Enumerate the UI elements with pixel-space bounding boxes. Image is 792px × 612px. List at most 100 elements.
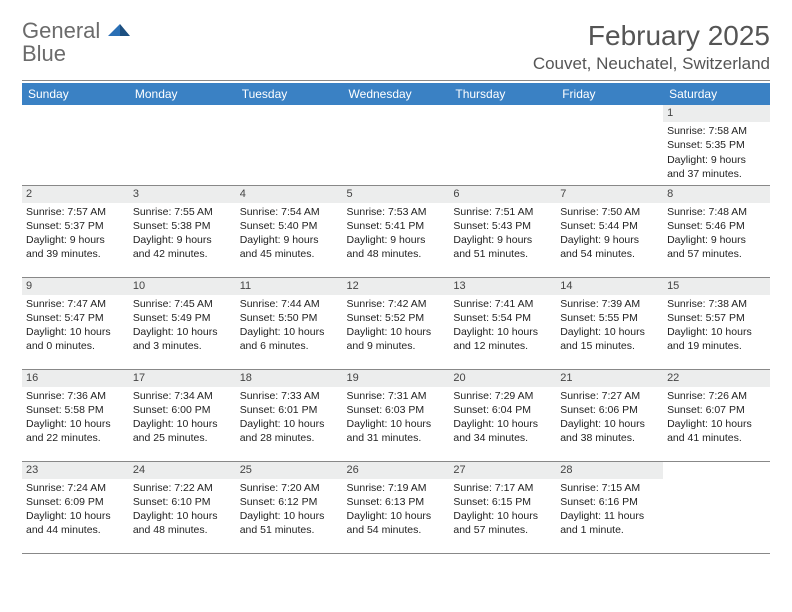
day-cell: 22Sunrise: 7:26 AMSunset: 6:07 PMDayligh… bbox=[663, 369, 770, 461]
daylight-line: Daylight: 10 hours and 9 minutes. bbox=[347, 325, 446, 353]
day-number: 3 bbox=[129, 186, 236, 203]
day-details: Sunrise: 7:42 AMSunset: 5:52 PMDaylight:… bbox=[343, 295, 450, 356]
table-row: 23Sunrise: 7:24 AMSunset: 6:09 PMDayligh… bbox=[22, 461, 770, 553]
day-cell: 9Sunrise: 7:47 AMSunset: 5:47 PMDaylight… bbox=[22, 277, 129, 369]
day-cell: 25Sunrise: 7:20 AMSunset: 6:12 PMDayligh… bbox=[236, 461, 343, 553]
day-details: Sunrise: 7:41 AMSunset: 5:54 PMDaylight:… bbox=[449, 295, 556, 356]
day-details: Sunrise: 7:20 AMSunset: 6:12 PMDaylight:… bbox=[236, 479, 343, 540]
day-cell: 24Sunrise: 7:22 AMSunset: 6:10 PMDayligh… bbox=[129, 461, 236, 553]
sunset-line: Sunset: 5:47 PM bbox=[26, 311, 125, 325]
sunrise-line: Sunrise: 7:24 AM bbox=[26, 481, 125, 495]
day-header: Wednesday bbox=[343, 83, 450, 105]
page-title: February 2025 bbox=[533, 20, 770, 52]
empty-day bbox=[343, 105, 450, 122]
day-number: 25 bbox=[236, 462, 343, 479]
day-cell: 13Sunrise: 7:41 AMSunset: 5:54 PMDayligh… bbox=[449, 277, 556, 369]
day-header: Sunday bbox=[22, 83, 129, 105]
sunrise-line: Sunrise: 7:34 AM bbox=[133, 389, 232, 403]
logo-word2: Blue bbox=[22, 41, 66, 66]
daylight-line: Daylight: 10 hours and 41 minutes. bbox=[667, 417, 766, 445]
empty-day bbox=[449, 105, 556, 122]
daylight-line: Daylight: 10 hours and 12 minutes. bbox=[453, 325, 552, 353]
sunset-line: Sunset: 5:54 PM bbox=[453, 311, 552, 325]
day-details: Sunrise: 7:47 AMSunset: 5:47 PMDaylight:… bbox=[22, 295, 129, 356]
sunset-line: Sunset: 5:52 PM bbox=[347, 311, 446, 325]
calendar-table: SundayMondayTuesdayWednesdayThursdayFrid… bbox=[22, 83, 770, 554]
sunset-line: Sunset: 5:50 PM bbox=[240, 311, 339, 325]
sunset-line: Sunset: 6:04 PM bbox=[453, 403, 552, 417]
sunset-line: Sunset: 6:13 PM bbox=[347, 495, 446, 509]
empty-day bbox=[663, 462, 770, 479]
day-number: 13 bbox=[449, 278, 556, 295]
day-details: Sunrise: 7:48 AMSunset: 5:46 PMDaylight:… bbox=[663, 203, 770, 264]
day-cell: 6Sunrise: 7:51 AMSunset: 5:43 PMDaylight… bbox=[449, 185, 556, 277]
day-details: Sunrise: 7:26 AMSunset: 6:07 PMDaylight:… bbox=[663, 387, 770, 448]
day-details: Sunrise: 7:54 AMSunset: 5:40 PMDaylight:… bbox=[236, 203, 343, 264]
sunrise-line: Sunrise: 7:38 AM bbox=[667, 297, 766, 311]
sunrise-line: Sunrise: 7:27 AM bbox=[560, 389, 659, 403]
day-cell: 8Sunrise: 7:48 AMSunset: 5:46 PMDaylight… bbox=[663, 185, 770, 277]
sunset-line: Sunset: 6:12 PM bbox=[240, 495, 339, 509]
day-cell: 16Sunrise: 7:36 AMSunset: 5:58 PMDayligh… bbox=[22, 369, 129, 461]
day-cell bbox=[449, 105, 556, 185]
sunset-line: Sunset: 5:55 PM bbox=[560, 311, 659, 325]
sunset-line: Sunset: 6:06 PM bbox=[560, 403, 659, 417]
daylight-line: Daylight: 10 hours and 48 minutes. bbox=[133, 509, 232, 537]
day-cell: 2Sunrise: 7:57 AMSunset: 5:37 PMDaylight… bbox=[22, 185, 129, 277]
daylight-line: Daylight: 9 hours and 51 minutes. bbox=[453, 233, 552, 261]
empty-day bbox=[236, 105, 343, 122]
sunset-line: Sunset: 6:07 PM bbox=[667, 403, 766, 417]
sunrise-line: Sunrise: 7:20 AM bbox=[240, 481, 339, 495]
daylight-line: Daylight: 10 hours and 28 minutes. bbox=[240, 417, 339, 445]
daylight-line: Daylight: 9 hours and 39 minutes. bbox=[26, 233, 125, 261]
day-number: 5 bbox=[343, 186, 450, 203]
day-header: Saturday bbox=[663, 83, 770, 105]
day-cell: 20Sunrise: 7:29 AMSunset: 6:04 PMDayligh… bbox=[449, 369, 556, 461]
sunset-line: Sunset: 5:57 PM bbox=[667, 311, 766, 325]
empty-day bbox=[22, 105, 129, 122]
day-number: 11 bbox=[236, 278, 343, 295]
day-number: 23 bbox=[22, 462, 129, 479]
day-cell bbox=[236, 105, 343, 185]
daylight-line: Daylight: 9 hours and 42 minutes. bbox=[133, 233, 232, 261]
day-cell: 12Sunrise: 7:42 AMSunset: 5:52 PMDayligh… bbox=[343, 277, 450, 369]
sunrise-line: Sunrise: 7:22 AM bbox=[133, 481, 232, 495]
sunrise-line: Sunrise: 7:54 AM bbox=[240, 205, 339, 219]
day-cell bbox=[556, 105, 663, 185]
daylight-line: Daylight: 10 hours and 38 minutes. bbox=[560, 417, 659, 445]
day-number: 7 bbox=[556, 186, 663, 203]
day-number: 27 bbox=[449, 462, 556, 479]
day-number: 24 bbox=[129, 462, 236, 479]
day-number: 16 bbox=[22, 370, 129, 387]
table-row: 2Sunrise: 7:57 AMSunset: 5:37 PMDaylight… bbox=[22, 185, 770, 277]
sunset-line: Sunset: 6:01 PM bbox=[240, 403, 339, 417]
day-header-row: SundayMondayTuesdayWednesdayThursdayFrid… bbox=[22, 83, 770, 105]
sunset-line: Sunset: 5:49 PM bbox=[133, 311, 232, 325]
day-cell bbox=[663, 461, 770, 553]
day-details: Sunrise: 7:29 AMSunset: 6:04 PMDaylight:… bbox=[449, 387, 556, 448]
daylight-line: Daylight: 10 hours and 6 minutes. bbox=[240, 325, 339, 353]
day-cell: 19Sunrise: 7:31 AMSunset: 6:03 PMDayligh… bbox=[343, 369, 450, 461]
day-number: 6 bbox=[449, 186, 556, 203]
sunset-line: Sunset: 5:58 PM bbox=[26, 403, 125, 417]
day-details: Sunrise: 7:17 AMSunset: 6:15 PMDaylight:… bbox=[449, 479, 556, 540]
day-cell: 15Sunrise: 7:38 AMSunset: 5:57 PMDayligh… bbox=[663, 277, 770, 369]
sunset-line: Sunset: 5:35 PM bbox=[667, 138, 766, 152]
sunrise-line: Sunrise: 7:58 AM bbox=[667, 124, 766, 138]
day-cell: 3Sunrise: 7:55 AMSunset: 5:38 PMDaylight… bbox=[129, 185, 236, 277]
day-details: Sunrise: 7:31 AMSunset: 6:03 PMDaylight:… bbox=[343, 387, 450, 448]
sunrise-line: Sunrise: 7:47 AM bbox=[26, 297, 125, 311]
daylight-line: Daylight: 10 hours and 57 minutes. bbox=[453, 509, 552, 537]
sunrise-line: Sunrise: 7:26 AM bbox=[667, 389, 766, 403]
sunset-line: Sunset: 6:16 PM bbox=[560, 495, 659, 509]
sunrise-line: Sunrise: 7:44 AM bbox=[240, 297, 339, 311]
logo-word1: General bbox=[22, 18, 100, 43]
day-number: 8 bbox=[663, 186, 770, 203]
sunrise-line: Sunrise: 7:33 AM bbox=[240, 389, 339, 403]
daylight-line: Daylight: 10 hours and 15 minutes. bbox=[560, 325, 659, 353]
day-number: 18 bbox=[236, 370, 343, 387]
daylight-line: Daylight: 10 hours and 54 minutes. bbox=[347, 509, 446, 537]
logo: General Blue bbox=[22, 20, 130, 66]
daylight-line: Daylight: 10 hours and 51 minutes. bbox=[240, 509, 339, 537]
day-number: 21 bbox=[556, 370, 663, 387]
